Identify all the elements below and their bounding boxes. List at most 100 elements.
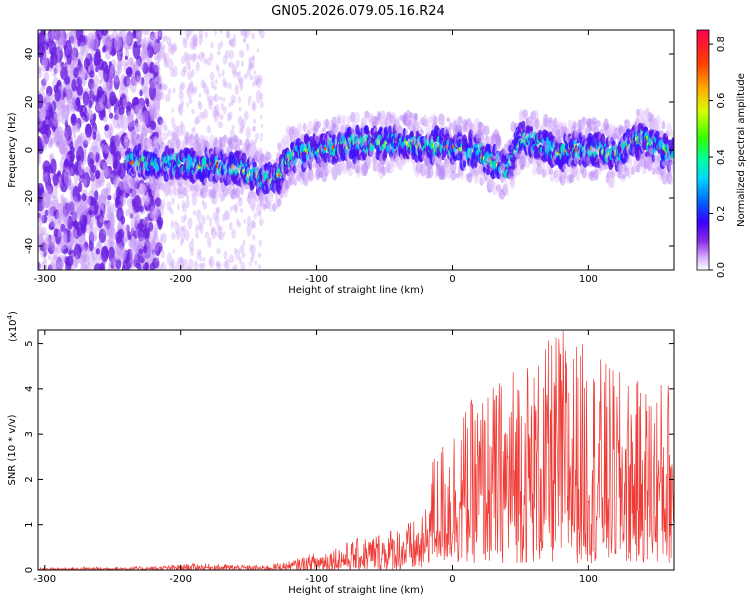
spectrogram-cell bbox=[126, 224, 130, 233]
spectrogram-cell bbox=[147, 212, 155, 222]
spectrogram-cell bbox=[185, 198, 190, 209]
spectrogram-cell bbox=[87, 66, 91, 74]
spectrogram-cell bbox=[151, 239, 156, 250]
spectrogram-cell bbox=[206, 89, 210, 96]
spectrogram-cell bbox=[180, 123, 186, 136]
spectrogram-cell bbox=[53, 67, 58, 75]
spectrogram-cell bbox=[153, 232, 158, 240]
spectrogram-cell bbox=[129, 213, 134, 219]
spectrogram-cell bbox=[83, 57, 90, 71]
spectrogram-cell bbox=[398, 164, 403, 171]
spectrogram-cell bbox=[322, 127, 326, 133]
spectrogram-cell bbox=[257, 252, 262, 258]
spectrogram-cell bbox=[72, 196, 79, 206]
spectrogram-cell bbox=[180, 81, 186, 90]
spectrogram-cell bbox=[75, 30, 84, 42]
spectrogram-cell bbox=[197, 248, 202, 256]
spectrogram-cell bbox=[239, 244, 245, 254]
spectrogram-cell bbox=[44, 32, 50, 43]
spectrogram-cell bbox=[112, 218, 116, 226]
spectrogram-cell bbox=[50, 52, 58, 66]
spectrogram-cell bbox=[249, 74, 254, 81]
spectrogram-cell bbox=[64, 113, 69, 124]
spectrogram-cell bbox=[82, 205, 87, 215]
spectrogram-cell bbox=[95, 48, 101, 59]
spectrogram-cell bbox=[95, 179, 102, 189]
spectrogram-cell bbox=[54, 262, 58, 270]
spectrogram-cell bbox=[101, 177, 105, 183]
spectrogram-cell bbox=[38, 153, 41, 163]
spectrogram-cell bbox=[206, 125, 212, 134]
spectrogram-cell bbox=[572, 120, 577, 129]
spectrogram-cell bbox=[243, 37, 247, 42]
spectrogram-cell bbox=[134, 69, 141, 82]
spectrogram-cell bbox=[188, 54, 193, 61]
spectrogram-cell bbox=[171, 209, 174, 216]
spectrogram-cell bbox=[210, 41, 214, 49]
spectrogram-cell bbox=[457, 115, 463, 125]
spectrogram-cell bbox=[239, 128, 244, 135]
spectrogram-cell bbox=[215, 260, 221, 267]
spectrogram-cell bbox=[462, 159, 467, 168]
spectrogram-cell bbox=[79, 41, 86, 52]
spectrogram-cell bbox=[66, 53, 72, 65]
spectrogram-cell bbox=[76, 155, 81, 162]
spectrogram-cell bbox=[165, 124, 168, 131]
spectrogram-cell bbox=[184, 229, 190, 242]
spectrogram-cell bbox=[215, 63, 219, 70]
spectrogram-cell bbox=[183, 51, 188, 62]
spectrogram-cell bbox=[225, 31, 231, 39]
spectrogram-cell bbox=[187, 217, 193, 230]
spectrogram-cell bbox=[79, 253, 87, 267]
spectrogram-cell bbox=[258, 239, 262, 247]
spectrogram-cell bbox=[126, 198, 133, 208]
spectrogram-cell bbox=[110, 228, 117, 240]
spectrogram-cell bbox=[99, 262, 105, 270]
spectrogram-cell bbox=[51, 184, 58, 199]
spectrogram-cell bbox=[71, 97, 75, 106]
spectrogram-cell bbox=[58, 38, 63, 50]
spectrogram-cell bbox=[99, 109, 106, 118]
spectrogram-cell bbox=[173, 186, 178, 197]
spectrogram-cell bbox=[156, 85, 163, 101]
spectrogram-cell bbox=[133, 229, 139, 239]
spectrogram-cell bbox=[196, 209, 202, 222]
spectrogram-cell bbox=[133, 104, 139, 113]
spectrogram-cell bbox=[123, 76, 131, 87]
spectrogram-cell bbox=[74, 140, 79, 152]
spectrogram-cell bbox=[110, 261, 115, 269]
spectrogram-cell bbox=[59, 97, 66, 108]
spectrogram-cell bbox=[168, 58, 174, 71]
spectrogram-cell bbox=[93, 95, 98, 102]
spectrogram-cell bbox=[199, 223, 204, 234]
spectrogram-cell bbox=[49, 140, 54, 148]
spectrogram-cell bbox=[157, 220, 163, 230]
spectrogram-cell bbox=[575, 169, 581, 182]
spectrogram-cell bbox=[39, 242, 47, 252]
spectrogram-cell bbox=[97, 240, 101, 249]
spectrogram-cell bbox=[83, 71, 89, 79]
spectrogram-cell bbox=[621, 174, 626, 180]
spectrogram-cell bbox=[182, 258, 188, 270]
spectrogram-cell bbox=[54, 130, 62, 149]
spectrogram-cell bbox=[162, 132, 168, 141]
spectrogram-cell bbox=[125, 209, 129, 217]
spectrogram-cell bbox=[127, 114, 135, 128]
spectrogram-cell bbox=[57, 229, 62, 238]
spectrogram-cell bbox=[45, 104, 49, 111]
spectrogram-cell bbox=[154, 38, 161, 53]
spectrogram-cell bbox=[223, 231, 226, 236]
spectrogram-cell bbox=[180, 225, 184, 232]
spectrogram-cell bbox=[40, 85, 45, 93]
spectrogram-cell bbox=[210, 228, 217, 240]
spectrogram-cell bbox=[221, 213, 226, 222]
spectrogram-cell bbox=[102, 166, 106, 173]
spectrogram-cell bbox=[259, 137, 263, 142]
spectrogram-cell bbox=[162, 36, 166, 43]
spectrogram-cell bbox=[38, 229, 45, 238]
spectrogram-cell bbox=[60, 230, 68, 242]
spectrogram-cell bbox=[459, 172, 464, 180]
spectrogram-cell bbox=[108, 211, 114, 222]
spectrogram-cell bbox=[99, 159, 107, 171]
spectrogram-cell bbox=[41, 44, 46, 53]
